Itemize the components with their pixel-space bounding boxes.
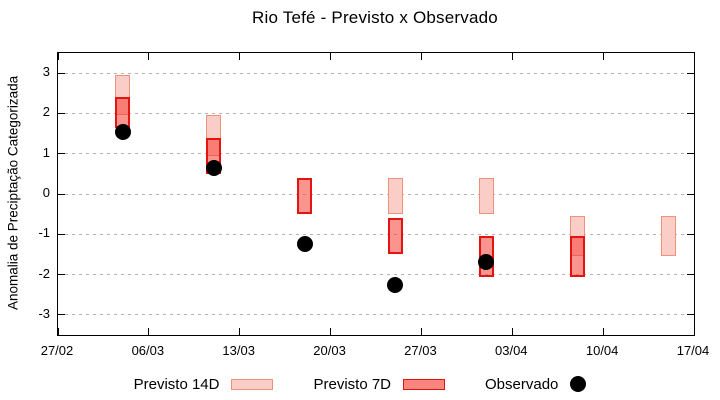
observado-dot	[478, 254, 495, 271]
legend-item: Previsto 7D	[313, 375, 446, 393]
y-tick	[687, 274, 694, 276]
x-tick-label: 03/04	[495, 343, 528, 358]
x-tick	[420, 328, 422, 335]
legend-label: Previsto 14D	[133, 375, 220, 393]
legend-previsto-14d-swatch	[231, 378, 274, 390]
legend-previsto-7d-swatch	[403, 378, 446, 390]
y-tick	[58, 112, 65, 114]
gridline	[58, 153, 694, 155]
y-tick	[58, 314, 65, 316]
y-tick	[687, 72, 694, 74]
observado-dot	[205, 159, 222, 176]
legend-item: Previsto 14D	[134, 376, 274, 393]
gridline	[58, 314, 694, 316]
previsto-14d-bar	[660, 216, 676, 257]
observado-dot	[114, 123, 131, 140]
legend-label: Observado	[485, 375, 559, 393]
y-tick	[58, 72, 65, 74]
x-tick-label: 06/03	[131, 343, 165, 358]
x-tick	[239, 53, 241, 60]
x-tick-label: 27/03	[404, 343, 437, 358]
x-tick-label: 17/04	[676, 343, 710, 358]
observado-dot	[387, 276, 404, 293]
y-tick-label: -2	[38, 265, 50, 281]
observado-dot	[296, 236, 313, 253]
y-tick-label: 1	[42, 144, 50, 160]
plot-area	[57, 52, 695, 336]
previsto-14d-bar	[387, 177, 403, 215]
x-tick	[148, 53, 150, 60]
x-tick-label: 13/03	[222, 343, 255, 358]
previsto-7d-bar	[115, 97, 131, 128]
y-tick	[58, 153, 65, 155]
y-tick-label: 3	[42, 64, 50, 80]
gridline	[58, 112, 694, 114]
x-tick	[330, 53, 332, 60]
y-tick-label: 2	[42, 104, 50, 120]
previsto-7d-bar	[387, 218, 403, 255]
x-tick	[511, 328, 513, 335]
y-tick	[687, 112, 694, 114]
gridline	[58, 274, 694, 276]
gridline	[58, 72, 694, 74]
x-tick-label: 20/03	[313, 343, 346, 358]
gridline	[58, 233, 694, 235]
y-tick	[58, 233, 65, 235]
y-axis-label: Anomalia de Preciptação Categorizada	[5, 75, 21, 311]
x-tick	[693, 328, 695, 335]
x-tick-label: 10/04	[585, 343, 619, 358]
legend-label: Previsto 7D	[313, 375, 392, 393]
x-tick	[602, 328, 604, 335]
x-tick	[239, 328, 241, 335]
legend-observado-dot	[570, 376, 587, 392]
x-tick	[693, 53, 695, 60]
gridline	[58, 193, 694, 195]
chart-title: Rio Tefé - Previsto x Observado	[252, 8, 498, 27]
legend-item: Observado	[485, 375, 587, 393]
y-tick	[687, 193, 694, 195]
y-tick-label: -3	[38, 305, 50, 321]
previsto-14d-bar	[478, 177, 494, 215]
legend: Previsto 14D Previsto 7D Observado	[0, 371, 720, 397]
x-tick-label: 27/02	[40, 343, 74, 358]
x-tick	[420, 53, 422, 60]
y-tick	[58, 193, 65, 195]
x-tick	[511, 53, 513, 60]
x-tick	[57, 328, 59, 335]
x-tick	[148, 328, 150, 335]
x-tick	[330, 328, 332, 335]
y-tick	[687, 233, 694, 235]
previsto-7d-bar	[297, 177, 313, 215]
y-tick	[687, 314, 694, 316]
previsto-7d-bar	[569, 236, 585, 277]
x-tick	[57, 53, 59, 60]
x-tick	[602, 53, 604, 60]
y-tick	[687, 153, 694, 155]
y-tick-label: -1	[38, 225, 50, 241]
y-tick-label: 0	[42, 185, 50, 200]
y-tick	[58, 274, 65, 276]
